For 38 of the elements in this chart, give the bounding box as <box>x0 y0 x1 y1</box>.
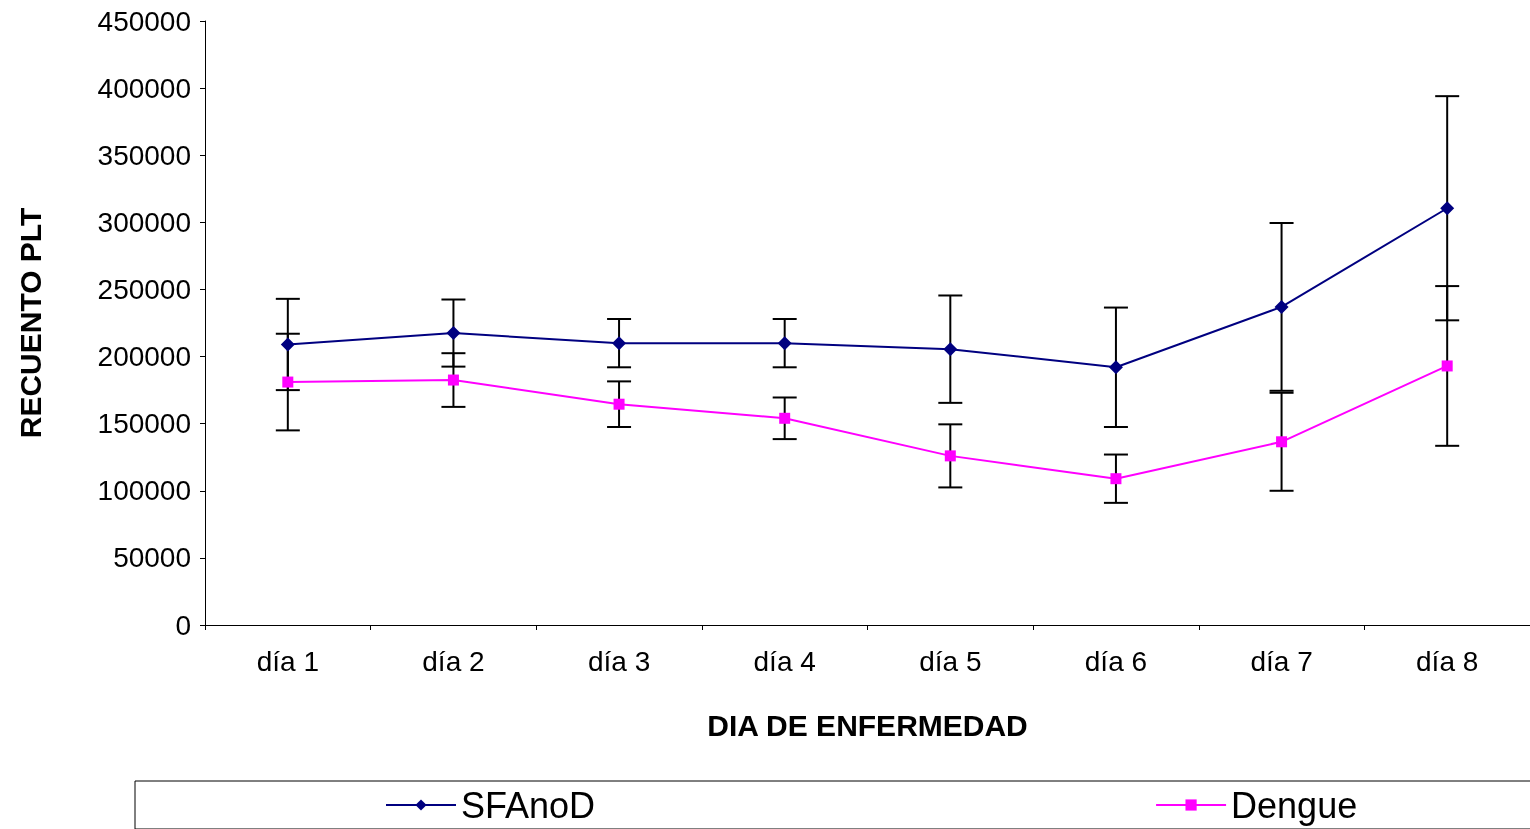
y-tick-label: 50000 <box>113 542 191 574</box>
x-axis-title: DIA DE ENFERMEDAD <box>707 708 1028 742</box>
y-tick-label: 450000 <box>97 5 191 37</box>
x-tick-label: día 6 <box>1084 645 1148 677</box>
y-tick-label: 300000 <box>97 206 191 238</box>
x-tick-label: día 1 <box>256 645 319 677</box>
point <box>447 374 459 386</box>
y-tick-label: 200000 <box>97 341 191 373</box>
x-tick-label: día 8 <box>1416 645 1479 677</box>
point <box>943 342 958 357</box>
y-tick-label: 250000 <box>97 273 191 305</box>
point <box>446 326 461 341</box>
x-tick-label: día 5 <box>919 645 982 677</box>
y-tick-label: 100000 <box>97 475 191 507</box>
point <box>777 336 792 351</box>
point <box>1108 360 1123 375</box>
point <box>282 376 294 388</box>
point <box>1441 360 1453 372</box>
x-tick-label: día 4 <box>753 645 816 677</box>
point <box>1274 299 1289 314</box>
point <box>280 337 295 352</box>
point <box>1440 201 1455 216</box>
x-tick-label: día 2 <box>422 645 485 677</box>
legend-label: Dengue <box>1231 784 1358 826</box>
x-tick-label: día 3 <box>587 645 651 677</box>
point <box>612 336 627 351</box>
y-tick-label: 0 <box>175 609 191 641</box>
y-tick-label: 350000 <box>97 139 191 171</box>
legend-label: SFAnoD <box>461 784 596 826</box>
y-axis-title: RECUENTO PLT <box>13 207 47 439</box>
point <box>944 450 956 462</box>
point <box>1276 436 1288 448</box>
point <box>1110 473 1122 485</box>
y-tick-label: 400000 <box>97 72 191 104</box>
point <box>779 412 791 424</box>
point <box>613 398 625 410</box>
x-tick-label: día 7 <box>1250 645 1313 677</box>
y-tick-label: 150000 <box>97 408 191 440</box>
